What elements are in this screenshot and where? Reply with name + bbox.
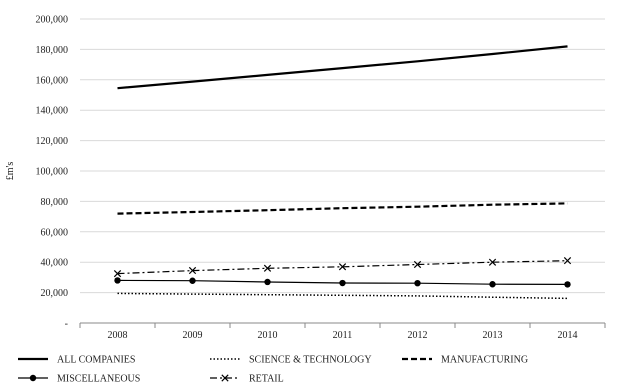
data-point-marker (189, 277, 196, 284)
legend-label: SCIENCE & TECHNOLOGY (249, 355, 372, 366)
legend-label: RETAIL (249, 374, 284, 385)
legend-marker (221, 374, 229, 382)
y-tick-label: 160,000 (36, 75, 69, 86)
x-tick-label: 2010 (258, 330, 278, 341)
data-point-marker (488, 258, 497, 266)
x-axis (79, 322, 606, 328)
x-axis-ticks: 2008 2009 2010 2011 2012 2013 2014 (108, 330, 578, 341)
series-lines (113, 45, 572, 300)
x-tick-label: 2011 (333, 330, 353, 341)
data-point-marker (339, 279, 346, 287)
y-tick-label: 80,000 (41, 197, 69, 208)
x-tick-label: 2009 (183, 330, 203, 341)
legend-item-retail: RETAIL (210, 374, 284, 385)
y-axis-title: £m's (5, 162, 16, 181)
legend-label: MANUFACTURING (441, 355, 528, 366)
series-manufacturing (117, 202, 568, 215)
y-tick-label: - (65, 319, 68, 330)
series-miscellaneous (114, 277, 571, 288)
data-point-marker (114, 277, 121, 284)
legend-marker (29, 374, 37, 382)
legend-item-manufacturing: MANUFACTURING (402, 355, 528, 366)
x-tick-label: 2013 (483, 330, 503, 341)
y-axis-ticks: - 20,000 40,000 60,000 80,000 100,000 120,000 1… (36, 15, 69, 330)
data-point-marker (414, 279, 421, 287)
data-point-marker (413, 260, 422, 269)
y-tick-label: 60,000 (41, 227, 69, 238)
gridlines (80, 18, 605, 294)
series-retail (113, 257, 572, 278)
data-point-marker (264, 278, 271, 286)
y-tick-label: 140,000 (36, 106, 69, 117)
y-tick-label: 100,000 (36, 167, 69, 178)
data-point-marker (188, 266, 197, 275)
y-tick-label: 120,000 (36, 136, 69, 147)
data-point-marker (563, 257, 572, 265)
data-point-marker (564, 281, 571, 288)
legend-item-science-technology: SCIENCE & TECHNOLOGY (210, 355, 372, 366)
data-point-marker (263, 264, 272, 272)
legend-item-miscellaneous: MISCELLANEOUS (18, 374, 140, 385)
legend-label: ALL COMPANIES (57, 355, 135, 366)
series-all-companies (117, 45, 568, 90)
y-tick-label: 40,000 (41, 258, 69, 269)
y-tick-label: 200,000 (36, 15, 69, 26)
y-tick-label: 20,000 (41, 288, 69, 299)
series-line-science-technology (117, 292, 568, 300)
legend: ALL COMPANIES SCIENCE & TECHNOLOGY MANUFAC… (18, 355, 528, 385)
x-tick-label: 2012 (408, 330, 428, 341)
legend-item-all-companies: ALL COMPANIES (18, 355, 135, 366)
x-tick-label: 2008 (108, 330, 128, 341)
series-line-manufacturing (117, 202, 568, 215)
data-point-marker (338, 263, 347, 271)
x-tick-label: 2014 (558, 330, 578, 341)
y-tick-label: 180,000 (36, 45, 69, 56)
series-line-all-companies (117, 45, 568, 90)
legend-label: MISCELLANEOUS (57, 374, 140, 385)
series-science-technology (117, 292, 568, 300)
data-point-marker (489, 281, 496, 288)
data-point-marker (113, 269, 122, 278)
